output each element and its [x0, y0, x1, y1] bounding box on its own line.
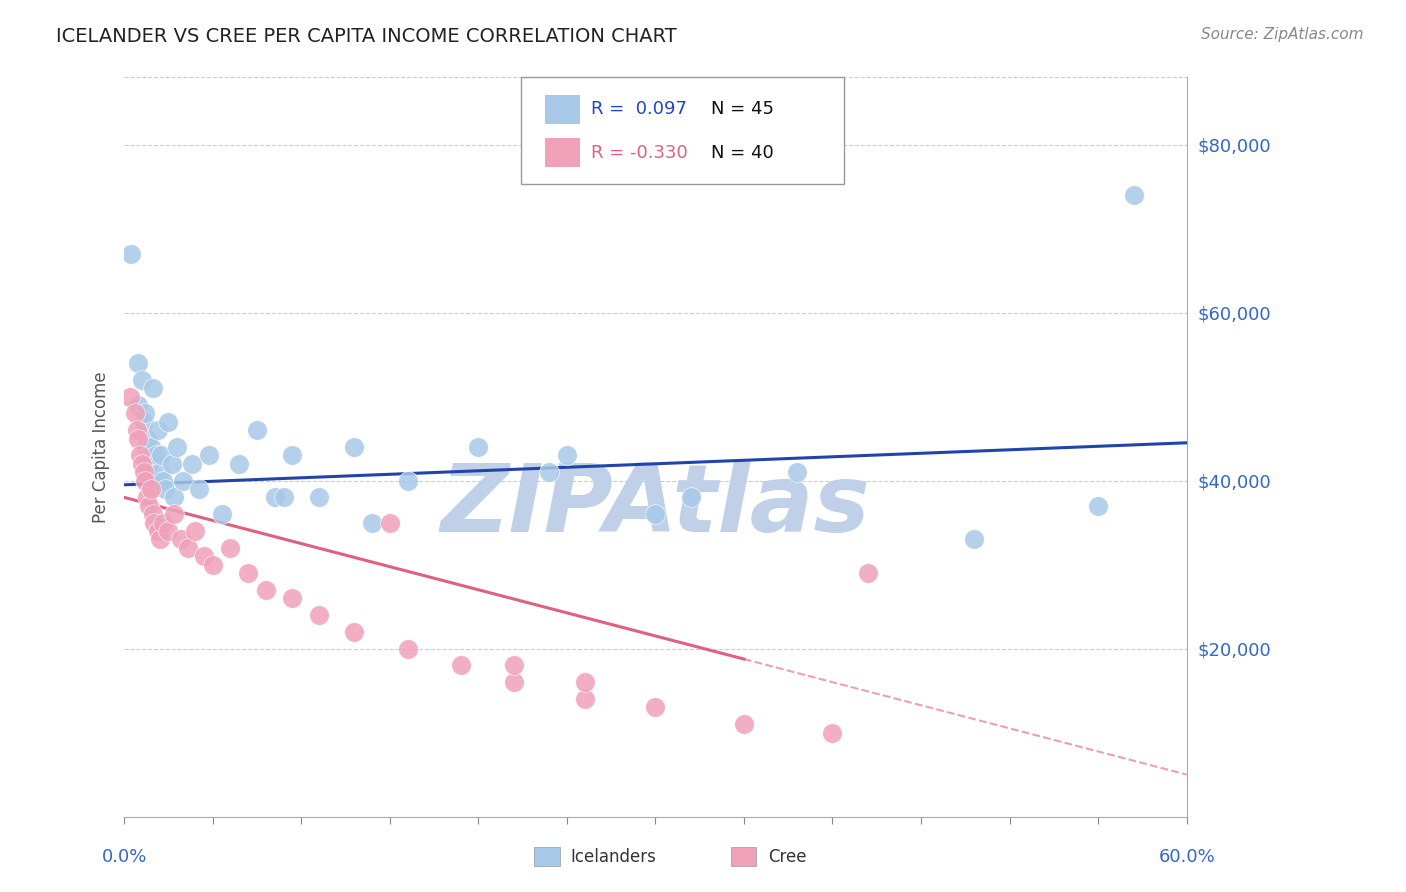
Point	[396, 641, 419, 656]
Y-axis label: Per Capita Income: Per Capita Income	[93, 371, 110, 523]
Point	[177, 541, 200, 555]
Point	[124, 406, 146, 420]
Point	[141, 507, 163, 521]
Point	[450, 658, 472, 673]
Point	[679, 491, 702, 505]
Point	[134, 474, 156, 488]
Point	[555, 449, 578, 463]
Point	[308, 491, 330, 505]
Point	[143, 516, 166, 530]
Point	[139, 482, 162, 496]
Point	[502, 675, 524, 690]
Point	[134, 406, 156, 420]
Point	[180, 457, 202, 471]
Point	[127, 356, 149, 370]
Point	[198, 449, 221, 463]
Point	[150, 449, 173, 463]
Point	[127, 432, 149, 446]
Point	[136, 491, 159, 505]
Point	[211, 507, 233, 521]
Point	[127, 398, 149, 412]
Point	[153, 482, 176, 496]
Text: Cree: Cree	[768, 847, 806, 865]
Point	[396, 474, 419, 488]
Point	[821, 725, 844, 739]
Text: N = 45: N = 45	[710, 101, 773, 119]
Point	[343, 624, 366, 639]
Point	[228, 457, 250, 471]
Point	[132, 465, 155, 479]
Text: Icelanders: Icelanders	[571, 847, 657, 865]
Text: Source: ZipAtlas.com: Source: ZipAtlas.com	[1201, 27, 1364, 42]
Point	[308, 607, 330, 622]
Point	[538, 465, 561, 479]
Point	[574, 675, 596, 690]
Point	[125, 423, 148, 437]
Text: N = 40: N = 40	[710, 144, 773, 161]
Point	[574, 692, 596, 706]
Point	[172, 474, 194, 488]
Point	[152, 474, 174, 488]
Text: 0.0%: 0.0%	[101, 847, 146, 866]
Point	[343, 440, 366, 454]
Point	[378, 516, 401, 530]
Point	[146, 524, 169, 538]
Text: R = -0.330: R = -0.330	[591, 144, 688, 161]
Point	[143, 474, 166, 488]
Point	[129, 449, 152, 463]
Point	[963, 533, 986, 547]
Point	[184, 524, 207, 538]
Point	[141, 381, 163, 395]
Point	[138, 499, 160, 513]
Point	[160, 457, 183, 471]
Point	[118, 390, 141, 404]
Point	[467, 440, 489, 454]
Point	[170, 533, 193, 547]
Point	[149, 465, 172, 479]
Point	[131, 457, 153, 471]
Point	[733, 717, 755, 731]
Point	[163, 507, 186, 521]
Point	[163, 491, 186, 505]
Point	[157, 524, 180, 538]
Point	[193, 549, 215, 564]
Point	[1087, 499, 1109, 513]
Point	[138, 457, 160, 471]
Point	[131, 373, 153, 387]
Point	[146, 423, 169, 437]
Point	[149, 533, 172, 547]
Point	[263, 491, 285, 505]
Point	[166, 440, 188, 454]
Point	[644, 507, 666, 521]
Point	[502, 658, 524, 673]
Point	[145, 449, 167, 463]
Point	[136, 432, 159, 446]
Point	[132, 415, 155, 429]
Point	[152, 516, 174, 530]
Point	[856, 566, 879, 580]
Point	[120, 247, 142, 261]
Point	[201, 558, 224, 572]
Point	[786, 465, 808, 479]
Point	[238, 566, 260, 580]
Point	[157, 415, 180, 429]
Text: ZIPAtlas: ZIPAtlas	[440, 460, 870, 552]
Point	[246, 423, 269, 437]
Point	[187, 482, 209, 496]
Point	[1122, 188, 1144, 202]
Point	[219, 541, 242, 555]
Point	[254, 582, 277, 597]
Text: R =  0.097: R = 0.097	[591, 101, 688, 119]
Point	[644, 700, 666, 714]
Point	[139, 440, 162, 454]
Point	[281, 449, 304, 463]
Point	[134, 440, 156, 454]
Point	[273, 491, 295, 505]
Text: ICELANDER VS CREE PER CAPITA INCOME CORRELATION CHART: ICELANDER VS CREE PER CAPITA INCOME CORR…	[56, 27, 678, 45]
Text: 60.0%: 60.0%	[1159, 847, 1215, 866]
Point	[281, 591, 304, 606]
Point	[361, 516, 384, 530]
